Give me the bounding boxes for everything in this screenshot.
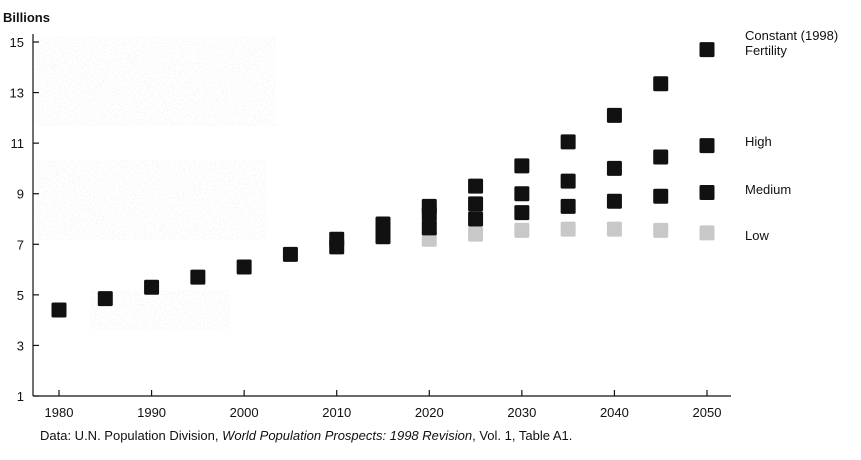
point-constant-1998-fertility [468, 178, 484, 194]
y-tick-label: 5 [17, 288, 24, 303]
point-high [653, 149, 669, 165]
x-tick-label: 2030 [507, 405, 536, 420]
y-tick-label: 1 [17, 389, 24, 404]
x-tick-label: 2050 [693, 405, 722, 420]
y-tick-label: 9 [17, 187, 24, 202]
point-low [606, 221, 622, 237]
point-constant-1998-fertility [51, 302, 67, 318]
point-high [468, 196, 484, 212]
point-constant-1998-fertility [514, 158, 530, 174]
point-constant-1998-fertility [653, 76, 669, 92]
data-points [51, 42, 715, 318]
point-constant-1998-fertility [282, 246, 298, 262]
point-medium [699, 184, 715, 200]
x-tick-label: 2020 [415, 405, 444, 420]
source-note: Data: U.N. Population Division, World Po… [40, 428, 572, 443]
y-tick-label: 13 [10, 86, 24, 101]
series-label-medium: Medium [745, 182, 791, 197]
point-constant-1998-fertility [190, 269, 206, 285]
x-tick-label: 2010 [322, 405, 351, 420]
y-axis-unit: Billions [3, 10, 50, 25]
point-medium [468, 211, 484, 227]
point-low [468, 226, 484, 242]
point-medium [514, 205, 530, 221]
point-constant-1998-fertility [421, 198, 437, 214]
series-label-high: High [745, 134, 772, 149]
point-high [606, 160, 622, 176]
point-high [514, 186, 530, 202]
point-high [560, 173, 576, 189]
point-constant-1998-fertility [144, 279, 160, 295]
y-tick-label: 15 [10, 35, 24, 50]
point-constant-1998-fertility [97, 291, 113, 307]
point-medium [653, 188, 669, 204]
x-ticks: 1980 1990 2000 2010 2020 2030 2040 2050 [45, 390, 722, 420]
series-label-constant: Constant (1998) [745, 28, 838, 43]
source-prefix: Data: U.N. Population Division, [40, 428, 222, 443]
source-title: World Population Prospects: 1998 Revisio… [222, 428, 472, 443]
point-low [514, 222, 530, 238]
point-low [560, 221, 576, 237]
x-tick-label: 2040 [600, 405, 629, 420]
point-constant-1998-fertility [606, 107, 622, 123]
point-constant-1998-fertility [236, 259, 252, 275]
point-medium [421, 220, 437, 236]
background-texture [36, 36, 276, 330]
y-tick-label: 7 [17, 237, 24, 252]
series-label-constant-line2: Fertility [745, 43, 787, 58]
point-constant-1998-fertility [560, 134, 576, 150]
y-tick-label: 11 [11, 136, 25, 151]
x-tick-label: 1980 [45, 405, 74, 420]
x-tick-label: 1990 [137, 405, 166, 420]
point-medium [560, 198, 576, 214]
point-constant-1998-fertility [329, 231, 345, 247]
point-low [421, 231, 437, 247]
y-tick-label: 3 [17, 338, 24, 353]
point-low [653, 222, 669, 238]
point-medium [606, 193, 622, 209]
x-tick-label: 2000 [230, 405, 259, 420]
point-constant-1998-fertility [699, 42, 715, 58]
point-high [699, 138, 715, 154]
series-label-low: Low [745, 228, 769, 243]
point-constant-1998-fertility [375, 216, 391, 232]
point-low [699, 225, 715, 241]
source-suffix: , Vol. 1, Table A1. [472, 428, 572, 443]
